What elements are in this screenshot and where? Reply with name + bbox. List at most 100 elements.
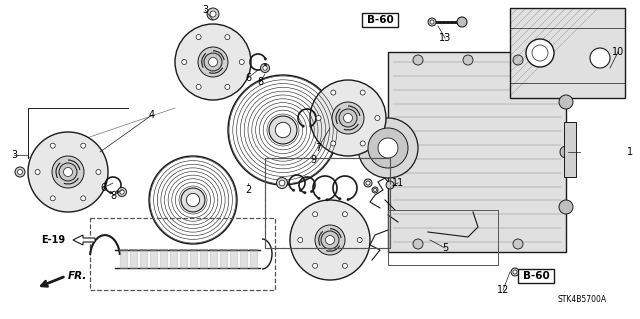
Circle shape [310,80,386,156]
Circle shape [386,181,394,189]
Circle shape [225,85,230,89]
Circle shape [347,198,349,201]
Circle shape [225,34,230,40]
Circle shape [331,90,336,95]
Circle shape [511,268,519,276]
Circle shape [59,163,77,181]
Circle shape [15,167,25,177]
Text: 8: 8 [110,191,116,201]
Text: 7: 7 [315,143,321,153]
Circle shape [52,156,84,188]
Circle shape [342,212,348,217]
Text: 4: 4 [149,110,155,120]
Circle shape [526,39,554,67]
Text: STK4B5700A: STK4B5700A [557,295,607,305]
Circle shape [239,60,244,64]
Circle shape [81,143,86,148]
Bar [510,8,625,98]
Circle shape [81,196,86,201]
Bar [564,122,576,177]
Circle shape [321,231,339,249]
Circle shape [35,169,40,174]
Circle shape [279,180,285,186]
Circle shape [342,263,348,268]
Circle shape [590,48,610,68]
Circle shape [344,114,353,122]
Circle shape [364,179,372,187]
Text: B-60: B-60 [367,15,394,25]
FancyBboxPatch shape [518,269,554,283]
Text: B-60: B-60 [523,271,549,281]
Text: 3: 3 [11,150,17,160]
Circle shape [378,138,398,158]
Circle shape [372,187,378,193]
Circle shape [198,47,228,77]
Circle shape [463,55,473,65]
Text: 11: 11 [392,178,404,188]
Circle shape [358,118,418,178]
Circle shape [310,125,312,127]
Circle shape [310,190,313,193]
Circle shape [302,125,305,127]
Circle shape [368,128,408,168]
Circle shape [290,200,370,280]
Circle shape [96,169,101,174]
Text: 1: 1 [627,147,633,157]
Circle shape [186,193,200,207]
Text: 9: 9 [310,155,316,165]
Circle shape [51,143,55,148]
Circle shape [299,189,301,191]
Circle shape [116,190,119,193]
Bar [388,210,498,265]
Circle shape [276,177,287,189]
Circle shape [366,181,370,185]
Circle shape [149,156,237,244]
Circle shape [210,11,216,17]
Circle shape [207,8,219,20]
Text: 8: 8 [257,77,263,87]
Circle shape [196,85,201,89]
Circle shape [559,95,573,109]
Text: E-19: E-19 [41,235,65,245]
Bar [90,218,275,290]
Text: 13: 13 [439,33,451,43]
Circle shape [559,200,573,214]
Circle shape [292,189,295,191]
Text: 6: 6 [100,183,106,193]
Circle shape [63,167,72,176]
Text: 2: 2 [245,185,251,195]
Circle shape [51,196,55,201]
Circle shape [304,191,306,194]
Text: 12: 12 [497,285,509,295]
Polygon shape [73,235,95,245]
Circle shape [315,225,345,255]
Circle shape [312,263,317,268]
Circle shape [326,235,335,244]
Text: FR.: FR. [68,271,88,281]
Circle shape [228,75,338,185]
Text: 3: 3 [202,5,208,15]
Circle shape [375,115,380,121]
Circle shape [332,102,364,134]
Circle shape [318,197,320,200]
Circle shape [298,238,303,242]
Text: 6: 6 [245,73,251,83]
Circle shape [264,58,267,60]
Circle shape [196,34,201,40]
Circle shape [457,17,467,27]
Circle shape [109,191,112,194]
Circle shape [181,188,205,212]
Circle shape [209,57,218,66]
Circle shape [560,146,572,158]
Circle shape [118,188,127,197]
Circle shape [339,109,357,127]
Circle shape [326,199,328,201]
Text: 5: 5 [442,243,448,253]
Circle shape [374,189,376,191]
Circle shape [275,122,291,138]
Circle shape [269,116,297,144]
Circle shape [260,63,269,72]
Circle shape [513,55,523,65]
Text: 10: 10 [612,47,624,57]
Circle shape [312,212,317,217]
